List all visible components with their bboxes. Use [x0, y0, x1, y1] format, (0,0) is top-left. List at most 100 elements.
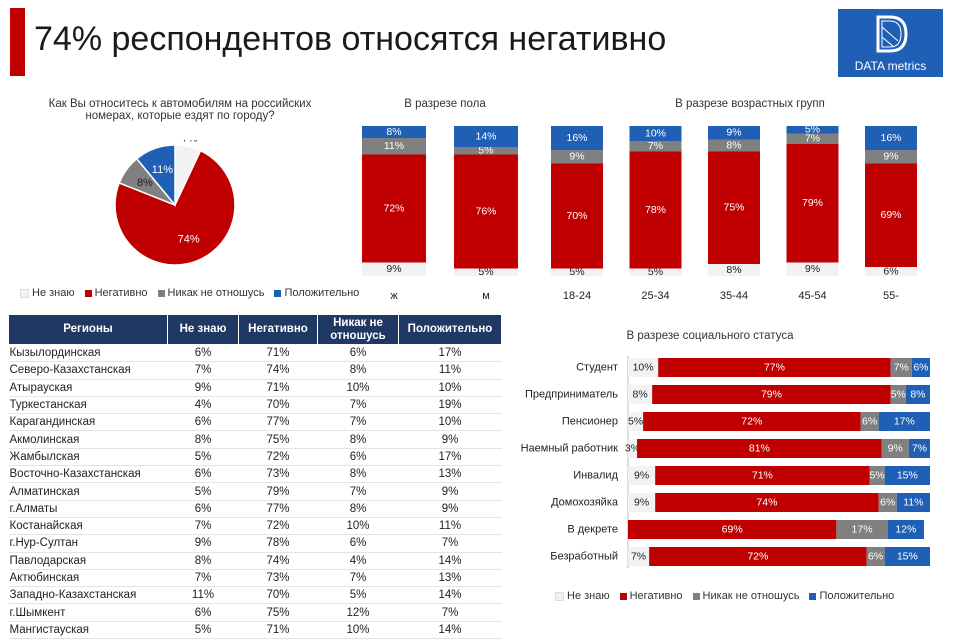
bar-data-label: 78% [645, 204, 666, 216]
table-row: г.Нур-Султан 9% 78% 6% 7% [8, 535, 502, 553]
bar-segment [652, 385, 891, 404]
bar-data-label: 70% [566, 210, 587, 222]
y-tick-label: Студент [576, 361, 618, 373]
table-header-cell: Положительно [398, 314, 502, 345]
bar-data-label: 9% [634, 496, 649, 508]
table-cell: 9% [194, 381, 212, 394]
table-cell: 73% [266, 468, 290, 481]
table-row: Павлодарская 8% 74% 4% 14% [8, 552, 502, 570]
bar-segment [454, 126, 518, 147]
legend-top: Не знаю Негативно Никак не отношусь Положит… [20, 287, 359, 299]
region-name-cell: г.Шымкент [9, 606, 66, 619]
pie-data-label: 7% [182, 140, 198, 145]
table-cell: 7% [349, 399, 367, 412]
bar-data-label: 74% [756, 496, 777, 508]
bar-data-label: 9% [386, 263, 401, 275]
bar-segment [890, 385, 906, 404]
bar-data-label: 77% [764, 361, 785, 373]
legend-item: Положительно [274, 287, 359, 299]
bar-segment [865, 163, 917, 267]
bar-data-label: 10% [645, 127, 666, 139]
table-header-cell: Негативно [238, 314, 318, 345]
bar-data-label: 7% [912, 442, 927, 454]
bar-segment [551, 126, 603, 150]
table-cell: 75% [266, 433, 290, 446]
table-cell: 7% [194, 364, 212, 377]
bar-segment [629, 151, 682, 269]
x-tick-label: 55- [883, 290, 899, 302]
region-name-cell: Западно-Казахстанская [9, 589, 137, 602]
legend-swatch [84, 289, 92, 297]
bar-data-label: 5% [648, 266, 663, 278]
bar-segment [866, 547, 885, 566]
legend-swatch [619, 592, 627, 600]
table-cell: 71% [266, 381, 290, 394]
age-chart: 5%70%9%16%18-245%78%7%10%25-348%75%8%9%3… [551, 124, 917, 302]
legend-label: Негативно [629, 590, 683, 602]
legend-item: Никак не отношусь [692, 590, 799, 602]
table-row: Алматинская 5% 79% 7% 9% [8, 483, 502, 501]
bar-segment [708, 139, 760, 152]
pie-data-label: 74% [178, 233, 200, 245]
bar-segment [362, 138, 426, 155]
bar-segment [551, 150, 603, 164]
bar-segment [629, 268, 682, 276]
table-header-cell: Регионы [8, 314, 168, 345]
bar-data-label: 79% [761, 388, 782, 400]
table-cell: 74% [266, 364, 290, 377]
datametrics-logo-icon [876, 15, 908, 53]
table-cell: 78% [266, 537, 290, 550]
table-cell: 6% [349, 347, 367, 360]
y-tick-label: Наемный работник [521, 442, 619, 454]
bar-segment [628, 547, 650, 566]
bar-data-label: 9% [569, 151, 584, 163]
table-cell: 6% [194, 502, 212, 515]
bar-data-label: 6% [883, 265, 898, 277]
bar-data-label: 17% [852, 523, 873, 535]
bar-segment [628, 493, 656, 512]
table-cell: 9% [441, 485, 459, 498]
bar-segment [786, 262, 839, 276]
pie-chart-title: Как Вы относитесь к автомобилям на росси… [48, 98, 312, 122]
bar-data-label: 5% [628, 415, 643, 427]
y-tick-label: Безработный [550, 550, 618, 562]
table-cell: 4% [194, 399, 212, 412]
bar-segment [890, 358, 912, 377]
y-tick-label: Инвалид [573, 469, 618, 481]
bar-data-label: 11% [903, 496, 923, 508]
table-cell: 8% [194, 433, 212, 446]
bar-segment [887, 520, 924, 539]
region-name-cell: г.Нур-Султан [9, 537, 79, 550]
x-tick-label: 45-54 [798, 290, 826, 302]
table-cell: 77% [266, 502, 290, 515]
table-cell: 7% [441, 606, 459, 619]
region-name-cell: Жамбылская [9, 450, 80, 463]
table-row: Восточно-Казахстанская 6% 73% 8% 13% [8, 466, 502, 483]
table-cell: 72% [266, 520, 290, 533]
bar-data-label: 9% [883, 151, 898, 163]
bar-segment [629, 126, 682, 141]
bar-data-label: 6% [913, 361, 928, 373]
bar-segment [905, 385, 930, 404]
table-cell: 5% [194, 450, 212, 463]
table-row: Западно-Казахстанская 11% 70% 5% 14% [8, 587, 502, 604]
pie-slice [135, 144, 176, 208]
table-cell: 5% [194, 623, 212, 636]
legend-item: Негативно [619, 590, 683, 602]
bar-segment [878, 412, 930, 431]
region-name-cell: г.Алматы [9, 502, 58, 515]
bar-segment [708, 126, 760, 140]
table-cell: 14% [438, 554, 462, 567]
bar-segment [911, 358, 930, 377]
table-row: Атырауская 9% 71% 10% 10% [8, 379, 502, 397]
y-tick-label: Предприниматель [525, 388, 618, 400]
bar-segment [878, 493, 897, 512]
x-tick-label: м [482, 290, 490, 302]
table-cell: 4% [349, 554, 367, 567]
legend-bottom: Не знаю Негативно Никак не отношусь Положит… [555, 590, 894, 602]
x-tick-label: ж [390, 290, 398, 302]
bar-data-label: 8% [632, 388, 647, 400]
bar-data-label: 16% [566, 132, 587, 144]
bar-data-label: 15% [897, 469, 918, 481]
bar-data-label: 5% [478, 145, 493, 157]
